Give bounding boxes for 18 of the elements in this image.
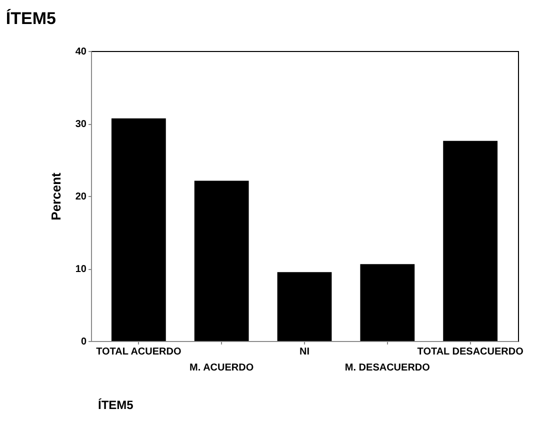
x-tick-label: M. DESACUERDO bbox=[344, 362, 430, 374]
y-tick-label: 30 bbox=[75, 119, 87, 130]
y-tick-label: 20 bbox=[75, 192, 87, 202]
x-tick-label: M. ACUERDO bbox=[190, 362, 254, 374]
bar bbox=[111, 118, 166, 341]
y-tick-label: 40 bbox=[75, 46, 87, 58]
text: ÍTEM5 bbox=[98, 398, 134, 412]
bar bbox=[194, 180, 249, 341]
y-axis-title: Percent bbox=[48, 172, 64, 220]
chart-title: ÍTEM5 bbox=[6, 8, 56, 28]
bar bbox=[360, 264, 415, 341]
x-tick-label: TOTAL DESACUERDO bbox=[417, 346, 524, 358]
x-tick-label: TOTAL ACUERDO bbox=[96, 346, 182, 358]
y-tick-label: 10 bbox=[75, 264, 87, 275]
bar bbox=[277, 272, 332, 341]
bar bbox=[443, 140, 498, 341]
y-tick-label: 0 bbox=[80, 336, 87, 348]
x-tick-label: NI bbox=[300, 346, 310, 358]
